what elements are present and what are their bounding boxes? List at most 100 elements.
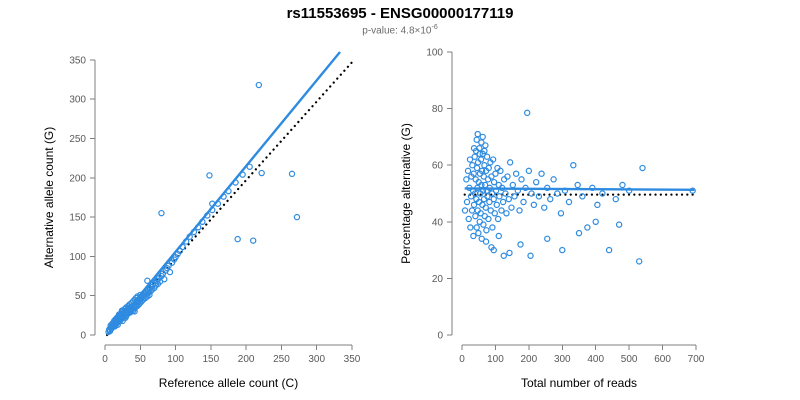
data-point bbox=[481, 181, 489, 189]
data-point bbox=[481, 147, 488, 155]
y-tick-label: 250 bbox=[69, 134, 86, 145]
y-tick-label: 80 bbox=[432, 104, 444, 115]
data-point bbox=[473, 224, 480, 231]
data-point bbox=[246, 163, 253, 170]
data-point bbox=[499, 198, 507, 206]
data-point bbox=[472, 212, 479, 220]
data-point bbox=[550, 176, 557, 183]
data-point bbox=[589, 184, 596, 192]
data-point bbox=[500, 252, 507, 259]
data-point bbox=[258, 169, 265, 177]
x-tick-label: 300 bbox=[308, 354, 325, 365]
data-point bbox=[474, 130, 481, 138]
data-point bbox=[225, 187, 232, 195]
data-point bbox=[490, 178, 498, 186]
data-point bbox=[478, 167, 486, 175]
data-point bbox=[473, 136, 480, 143]
data-point bbox=[561, 187, 569, 194]
x-tick-label: 100 bbox=[487, 354, 504, 365]
data-point bbox=[465, 215, 472, 223]
data-point bbox=[494, 215, 502, 223]
data-point bbox=[485, 215, 492, 223]
data-point bbox=[525, 167, 533, 175]
data-point bbox=[506, 159, 514, 166]
data-point bbox=[619, 181, 626, 189]
data-point bbox=[470, 232, 477, 240]
data-point bbox=[478, 235, 485, 242]
y-tick-label: 200 bbox=[69, 173, 86, 184]
data-point bbox=[505, 195, 513, 203]
x-tick-label: 600 bbox=[654, 354, 671, 365]
data-point bbox=[520, 198, 527, 206]
data-point bbox=[528, 190, 535, 197]
data-point bbox=[190, 228, 198, 236]
data-point bbox=[498, 207, 505, 214]
data-point bbox=[530, 201, 538, 209]
data-point bbox=[625, 187, 633, 194]
data-point bbox=[255, 81, 263, 89]
data-point bbox=[492, 170, 499, 177]
data-point bbox=[574, 181, 581, 189]
x-axis-title: Total number of reads bbox=[521, 376, 637, 390]
data-point bbox=[497, 167, 504, 175]
x-tick-label: 300 bbox=[554, 354, 571, 365]
data-point bbox=[490, 195, 497, 203]
pvalue-subtitle-exponent: -6 bbox=[431, 24, 438, 31]
data-point bbox=[239, 171, 246, 178]
data-point bbox=[500, 176, 508, 183]
panel-percentage-alternative: 0 20 40 60 80 100 0 100 200 300 400 500 600 700 Total … bbox=[400, 0, 800, 400]
data-point bbox=[493, 201, 500, 209]
x-tick-label: 700 bbox=[688, 354, 705, 365]
data-point bbox=[544, 235, 551, 242]
data-point bbox=[138, 297, 145, 305]
data-point bbox=[293, 213, 301, 221]
y-tick-label: 0 bbox=[437, 331, 443, 342]
x-tick-label: 0 bbox=[102, 354, 108, 365]
y-tick-label: 150 bbox=[69, 213, 86, 224]
data-point bbox=[479, 201, 486, 209]
data-point bbox=[512, 170, 520, 177]
data-point bbox=[118, 307, 126, 314]
data-point bbox=[485, 164, 492, 172]
data-point bbox=[476, 145, 483, 152]
data-point bbox=[535, 193, 543, 200]
pvalue-subtitle: p-value: 4.8×10-6 bbox=[0, 24, 800, 36]
data-point bbox=[206, 172, 213, 179]
data-point bbox=[463, 198, 471, 206]
data-point bbox=[538, 170, 545, 177]
data-point bbox=[639, 164, 646, 172]
data-point bbox=[480, 221, 487, 228]
data-point bbox=[486, 184, 493, 192]
data-point bbox=[489, 224, 496, 231]
data-point bbox=[194, 224, 202, 231]
data-point bbox=[527, 252, 534, 259]
data-point bbox=[464, 167, 472, 175]
data-point bbox=[125, 304, 132, 311]
x-tick-label: 50 bbox=[135, 354, 147, 365]
data-point bbox=[484, 193, 491, 200]
data-point bbox=[559, 246, 566, 254]
data-point bbox=[179, 243, 186, 251]
scatter-plot-percentage-alternative: 0 20 40 60 80 100 0 100 200 300 400 500 600 700 Total … bbox=[400, 48, 705, 391]
data-point bbox=[186, 233, 193, 240]
data-point bbox=[575, 229, 583, 237]
data-point bbox=[522, 184, 529, 192]
data-point bbox=[541, 204, 548, 211]
data-point bbox=[479, 133, 486, 141]
data-point bbox=[463, 176, 470, 183]
x-tick-label: 400 bbox=[587, 354, 604, 365]
data-point bbox=[209, 200, 216, 207]
data-point bbox=[517, 241, 524, 248]
data-point bbox=[461, 207, 469, 214]
data-point bbox=[482, 204, 489, 211]
data-point bbox=[144, 277, 151, 284]
page-title: rs11553695 - ENSG00000177119 bbox=[286, 5, 514, 22]
data-point bbox=[476, 150, 483, 158]
data-point bbox=[147, 287, 155, 295]
data-point bbox=[490, 246, 497, 254]
data-point bbox=[557, 210, 565, 217]
x-tick-label: 350 bbox=[344, 354, 361, 365]
y-tick-label: 0 bbox=[80, 331, 86, 342]
data-point bbox=[468, 207, 476, 214]
